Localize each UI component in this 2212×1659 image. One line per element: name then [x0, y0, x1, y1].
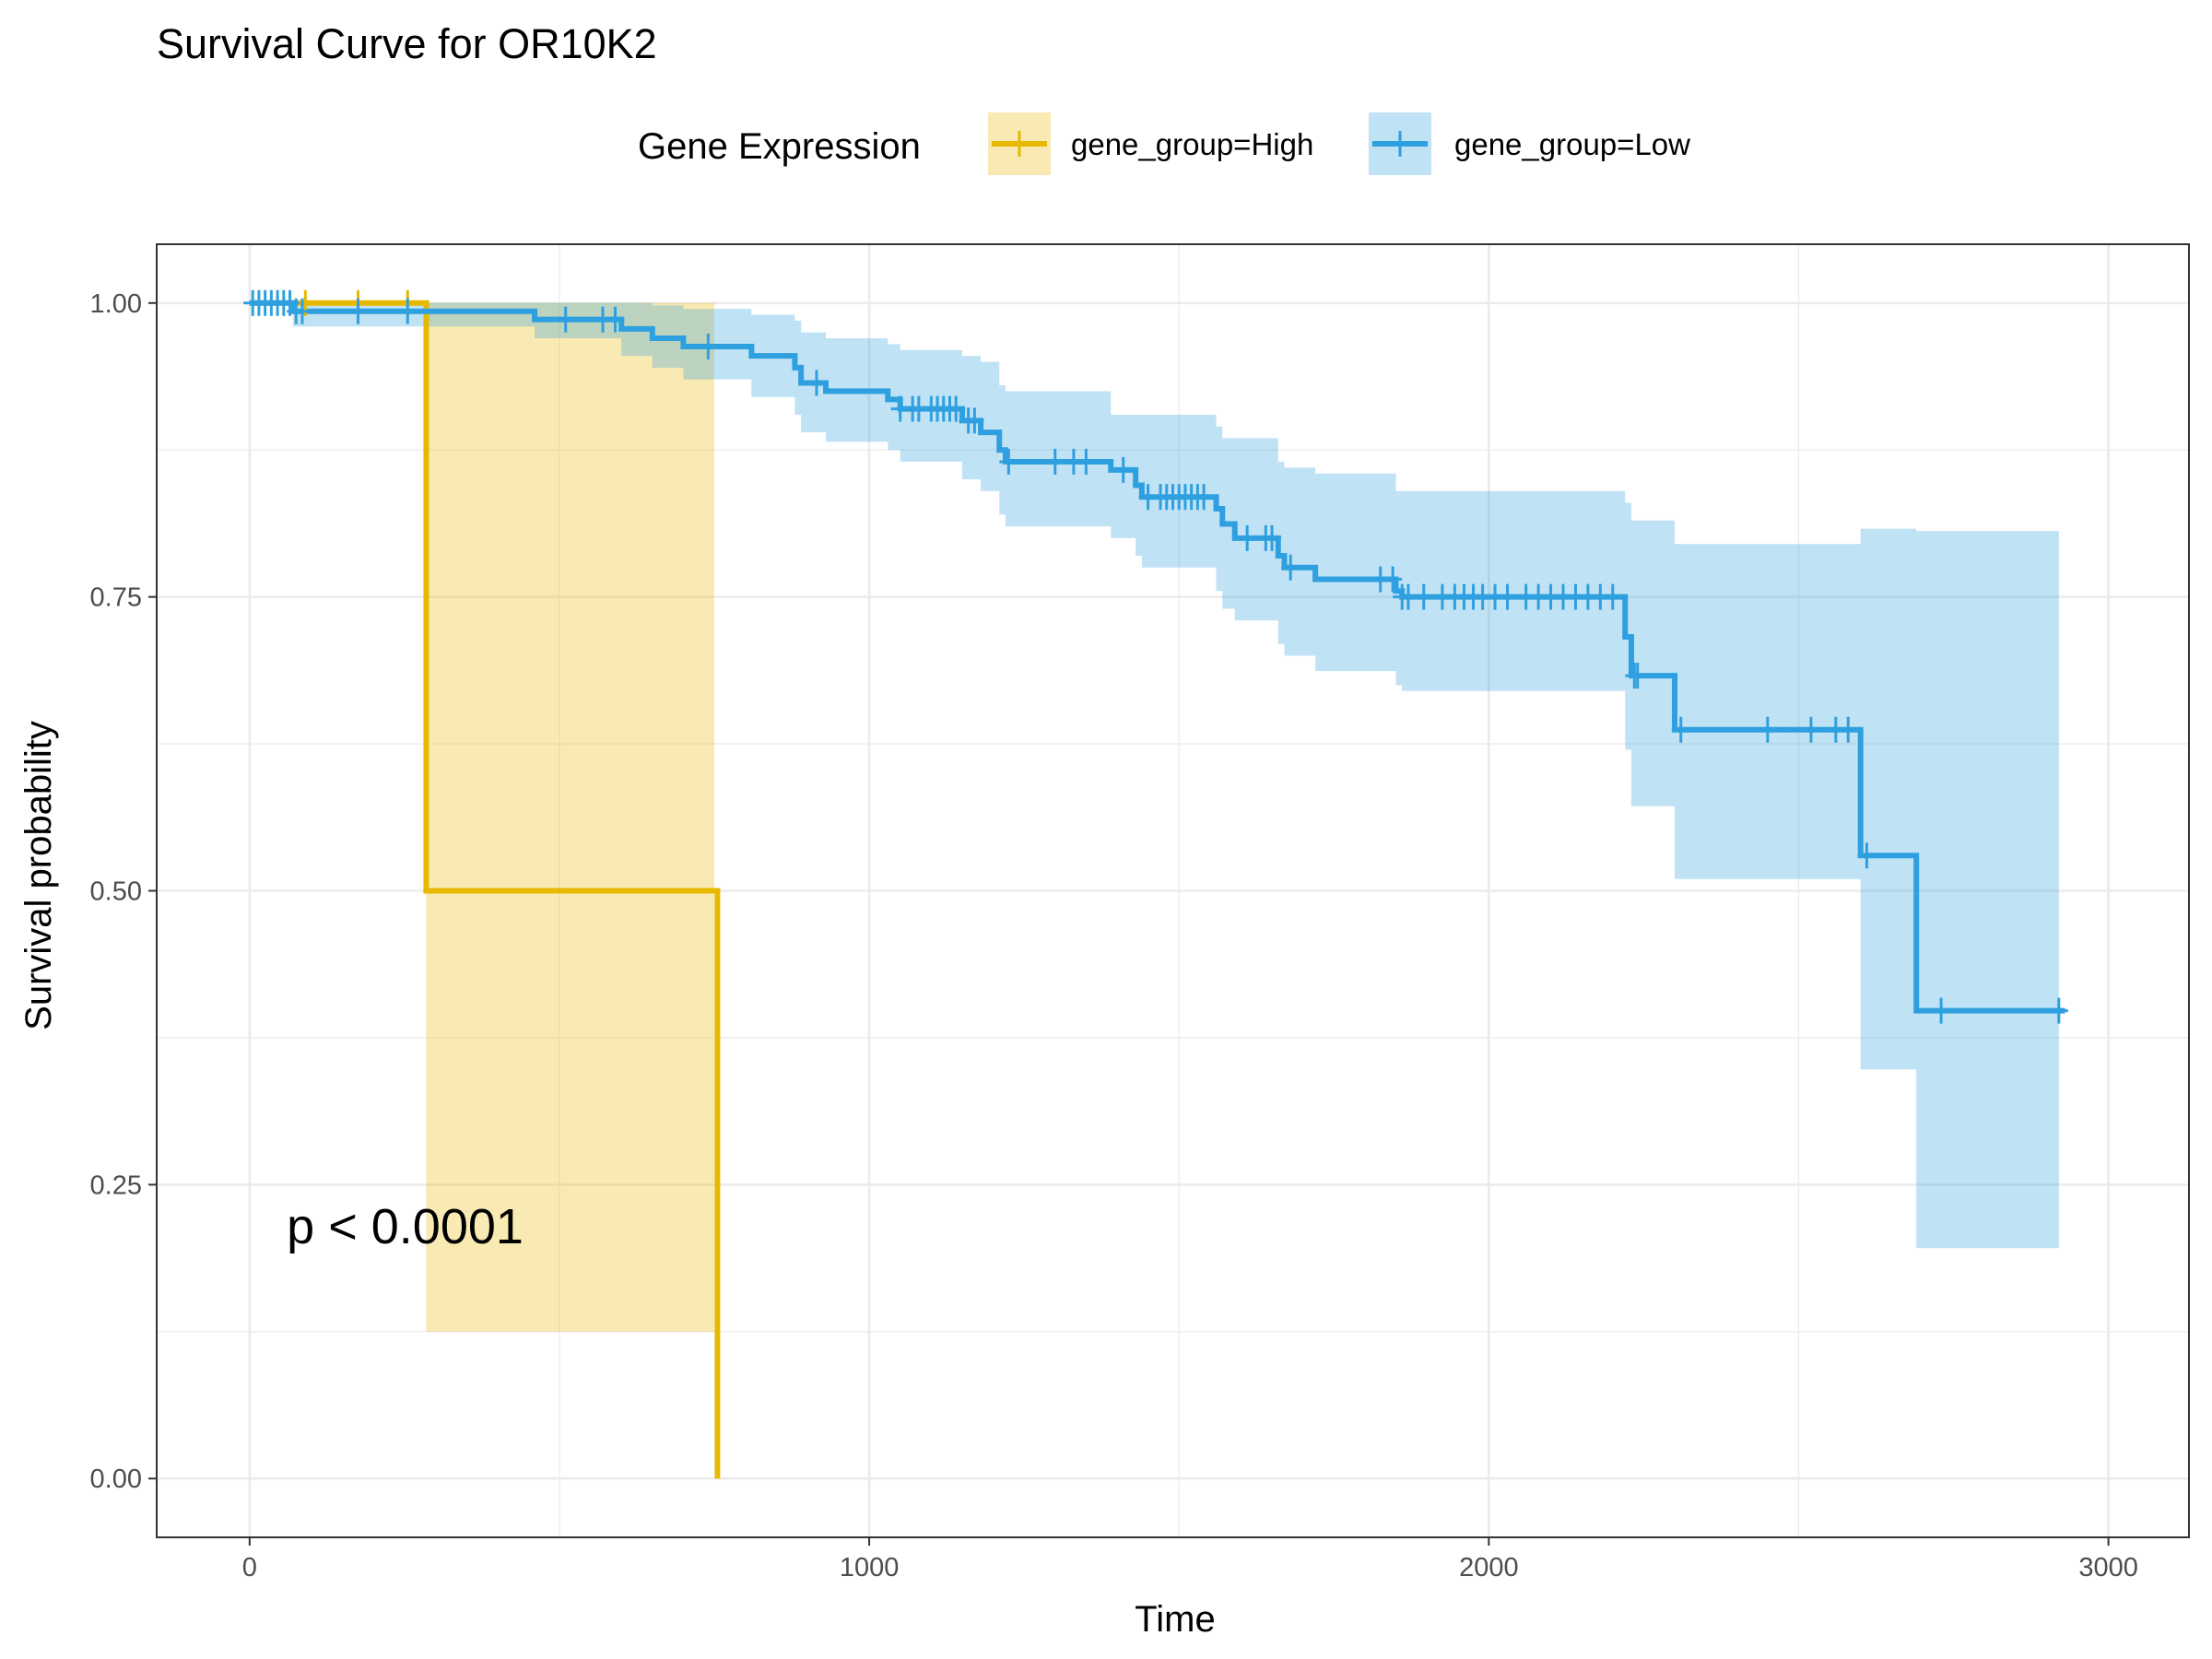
ci-segment: [1315, 473, 1396, 671]
ci-segment: [1005, 391, 1112, 527]
y-tick-label: 0.25: [90, 1171, 142, 1200]
x-axis-label: Time: [1135, 1599, 1215, 1640]
legend: Gene Expression gene_group=High gene_grou…: [638, 112, 1690, 175]
legend-item-low: gene_group=Low: [1369, 112, 1690, 175]
ci-segment: [426, 302, 715, 1332]
y-tick-label: 1.00: [90, 289, 142, 319]
ci-segment: [1916, 531, 2059, 1249]
chart-title: Survival Curve for OR10K2: [157, 20, 657, 67]
y-axis-label: Survival probability: [18, 721, 59, 1030]
p-value-annotation: p < 0.0001: [287, 1199, 524, 1254]
ci-segment: [961, 356, 982, 480]
x-tick-label: 3000: [2078, 1553, 2138, 1583]
legend-title: Gene Expression: [638, 126, 921, 167]
censor-marks-low: [243, 289, 2068, 1024]
ci-segment: [1395, 490, 1403, 686]
ci-segment: [1625, 502, 1631, 750]
legend-items: gene_group=High gene_group=Low: [988, 112, 1690, 175]
ci-band-high: [426, 302, 715, 1332]
y-tick-label: 0.75: [90, 583, 142, 613]
ci-segment: [1402, 490, 1626, 691]
data-layer: [243, 289, 2068, 1479]
legend-label: gene_group=High: [1071, 127, 1313, 161]
ci-segment: [1860, 528, 1917, 1070]
y-tick-label: 0.50: [90, 877, 142, 907]
x-tick-label: 1000: [840, 1553, 900, 1583]
ci-segment: [1277, 461, 1285, 644]
ci-segment: [1675, 544, 1861, 879]
ci-segment: [292, 302, 535, 327]
ci-segment: [1284, 467, 1316, 656]
y-tick-label: 0.00: [90, 1465, 142, 1494]
axes: 0 1000 2000 3000 0.00 0.25 0.50 0.75 1.00: [90, 289, 2138, 1583]
survival-curve-high: [249, 300, 721, 1479]
legend-item-high: gene_group=High: [988, 112, 1313, 175]
ci-segment: [981, 361, 1000, 491]
x-tick-label: 0: [242, 1553, 257, 1583]
x-tick-label: 2000: [1459, 1553, 1519, 1583]
plot-area: p < 0.0001 0 1000 2000 3000 0.00 0.25 0.50 0.75 1…: [90, 243, 2190, 1583]
legend-label: gene_group=Low: [1454, 127, 1690, 161]
